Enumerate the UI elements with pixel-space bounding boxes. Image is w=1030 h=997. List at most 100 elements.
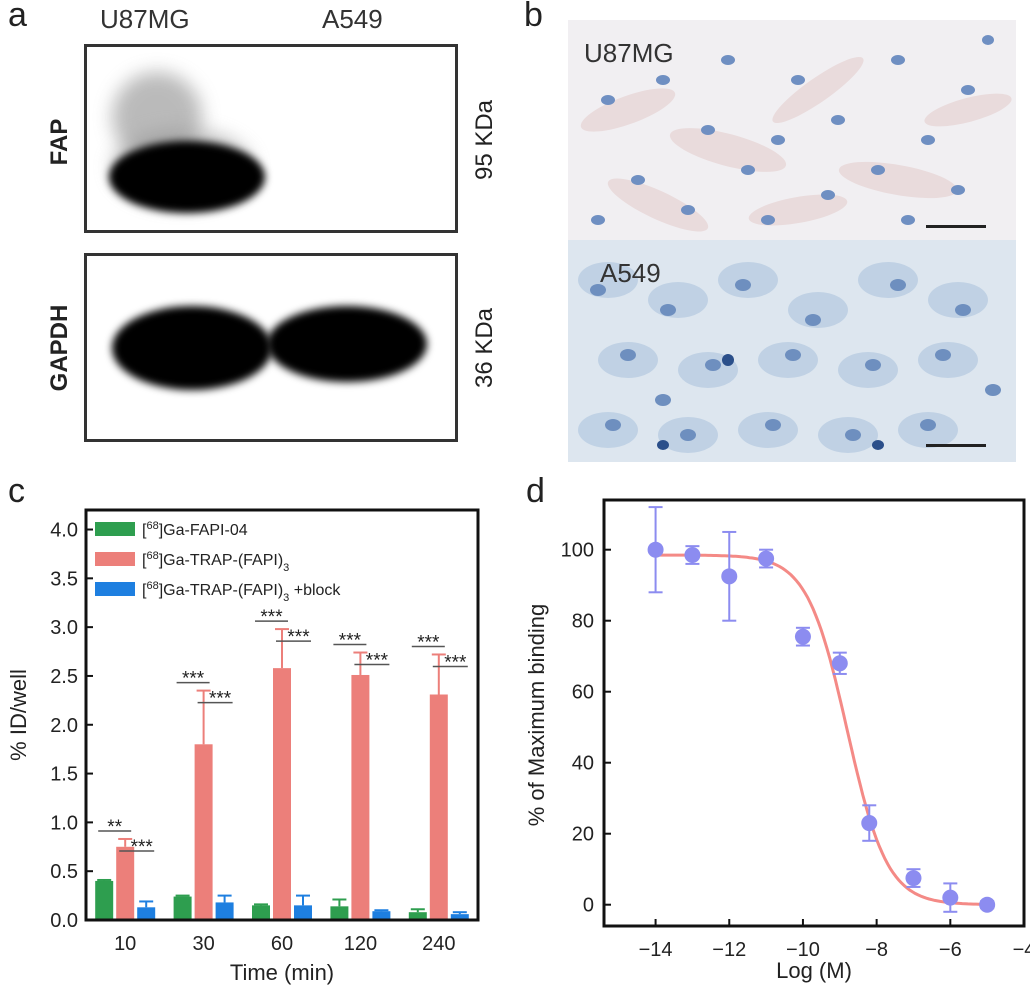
d-y-tick-label: 20 — [572, 824, 594, 846]
chart-c: 0.00.51.01.52.02.53.03.54.0 ************… — [6, 508, 480, 985]
c-legend-label: [68]Ga-FAPI-04 — [142, 520, 248, 539]
c-x-tick-label: 240 — [422, 933, 455, 955]
c-y-tick-label: 3.5 — [50, 568, 78, 590]
d-data-point — [684, 547, 701, 564]
chart-d: −14 −12 −10 −8 −6 −4 0 20 40 60 80 100 Log (M) % of… — [524, 498, 1030, 983]
panel-c-letter: c — [8, 472, 25, 510]
c-bar — [194, 744, 213, 920]
fap-band-image — [109, 72, 265, 213]
lane-label-u87mg: U87MG — [100, 4, 190, 34]
c-sig-upper: *** — [182, 669, 205, 690]
panel-a-letter: a — [8, 0, 27, 34]
a549-cells — [578, 262, 1001, 453]
c-y-tick-label: 0.0 — [50, 910, 78, 932]
micrograph-u87mg — [568, 20, 1016, 240]
gapdh-label: GAPDH — [46, 304, 73, 392]
c-bars — [95, 628, 469, 920]
c-y-tick-label: 3.0 — [50, 617, 78, 639]
c-sig-lower: *** — [444, 652, 467, 673]
c-bar — [351, 674, 370, 920]
c-y-axis-label: % ID/well — [6, 669, 31, 761]
c-sig-upper: *** — [260, 607, 283, 628]
d-data-point — [721, 568, 738, 585]
fap-label: FAP — [46, 118, 73, 166]
c-y-tick-label: 2.5 — [50, 666, 78, 688]
micrograph-a549 — [568, 240, 1016, 462]
d-x-axis-label: Log (M) — [776, 958, 852, 983]
c-sig-upper: ** — [107, 817, 122, 838]
micrograph-label-u87mg: U87MG — [584, 38, 674, 68]
d-y-tick-label: 80 — [572, 611, 594, 633]
d-x-tick-label: −6 — [939, 939, 962, 961]
c-bar — [215, 902, 234, 920]
c-y-tick-label: 2.0 — [50, 715, 78, 737]
c-bar — [294, 905, 312, 920]
d-x-tick-label: −12 — [712, 939, 746, 961]
c-y-axis-ticks: 0.0 0.5 1.0 1.5 2.0 2.5 3.0 3.5 4.0 — [50, 520, 93, 932]
d-data-point — [942, 889, 959, 906]
d-x-tick-label: −14 — [639, 939, 673, 961]
c-x-tick-label: 120 — [344, 933, 377, 955]
d-y-axis-label: % of Maximum binding — [524, 604, 549, 827]
c-sig-lower: *** — [131, 837, 154, 858]
gapdh-band-image — [112, 306, 427, 390]
c-plot-frame — [84, 508, 480, 922]
c-legend-label: [68]Ga-TRAP-(FAPI)3 — [142, 550, 289, 574]
c-x-tick-label: 10 — [114, 933, 136, 955]
c-x-axis-ticks: 10 30 60 120 240 — [114, 933, 455, 955]
d-data-point — [647, 541, 664, 558]
d-y-tick-label: 100 — [561, 540, 594, 562]
d-x-tick-label: −4 — [1013, 939, 1030, 961]
c-sig-lower: *** — [209, 689, 232, 710]
c-y-tick-label: 0.5 — [50, 861, 78, 883]
d-data-points — [647, 506, 996, 913]
c-x-axis-label: Time (min) — [230, 960, 334, 985]
d-data-point — [794, 628, 811, 645]
c-legend: [68]Ga-FAPI-04 [68]Ga-TRAP-(FAPI)3 [68]Ga-… — [95, 520, 341, 604]
c-y-tick-label: 4.0 — [50, 520, 78, 542]
d-x-tick-label: −8 — [865, 939, 888, 961]
c-significance: ***************** ************ — [98, 607, 468, 858]
d-x-tick-label: −10 — [786, 939, 820, 961]
d-axis-ticks: −14 −12 −10 −8 −6 −4 0 20 40 60 80 100 — [561, 540, 1030, 961]
scale-bar-u87mg — [926, 225, 986, 228]
d-y-tick-label: 40 — [572, 753, 594, 775]
c-sig-lower: *** — [287, 627, 310, 648]
c-bar — [372, 911, 391, 920]
c-legend-swatch — [95, 522, 135, 536]
d-data-point — [758, 550, 775, 567]
c-bar — [408, 912, 427, 920]
d-y-tick-label: 0 — [583, 895, 594, 917]
c-sig-upper: *** — [417, 632, 440, 653]
lane-label-a549: A549 — [322, 4, 383, 34]
c-bar — [95, 880, 114, 920]
panel-d-letter: d — [526, 472, 545, 510]
panel-b-letter: b — [524, 0, 543, 34]
c-legend-swatch — [95, 552, 135, 566]
c-bar — [252, 905, 270, 920]
c-bar — [273, 668, 291, 920]
c-bar — [173, 896, 192, 920]
scale-bar-a549 — [926, 444, 986, 447]
c-bar — [429, 694, 448, 920]
c-y-tick-label: 1.5 — [50, 764, 78, 786]
gapdh-blot — [84, 253, 458, 442]
c-y-tick-label: 1.0 — [50, 812, 78, 834]
d-y-tick-label: 60 — [572, 682, 594, 704]
c-legend-label: [68]Ga-TRAP-(FAPI)3 +block — [142, 580, 341, 604]
c-bar — [116, 846, 135, 920]
c-sig-upper: *** — [339, 631, 362, 652]
d-data-point — [831, 655, 848, 672]
fap-size-label: 95 KDa — [471, 99, 498, 181]
fap-blot — [84, 44, 458, 233]
d-data-point — [905, 870, 922, 887]
d-plot-frame — [602, 498, 1026, 928]
gapdh-size-label: 36 KDa — [471, 307, 498, 389]
d-data-point — [979, 896, 996, 913]
c-x-tick-label: 30 — [192, 933, 214, 955]
d-data-point — [861, 815, 878, 832]
u87mg-cells — [580, 35, 1012, 232]
c-bar — [330, 906, 349, 920]
c-x-tick-label: 60 — [271, 933, 293, 955]
c-bar — [450, 914, 469, 920]
